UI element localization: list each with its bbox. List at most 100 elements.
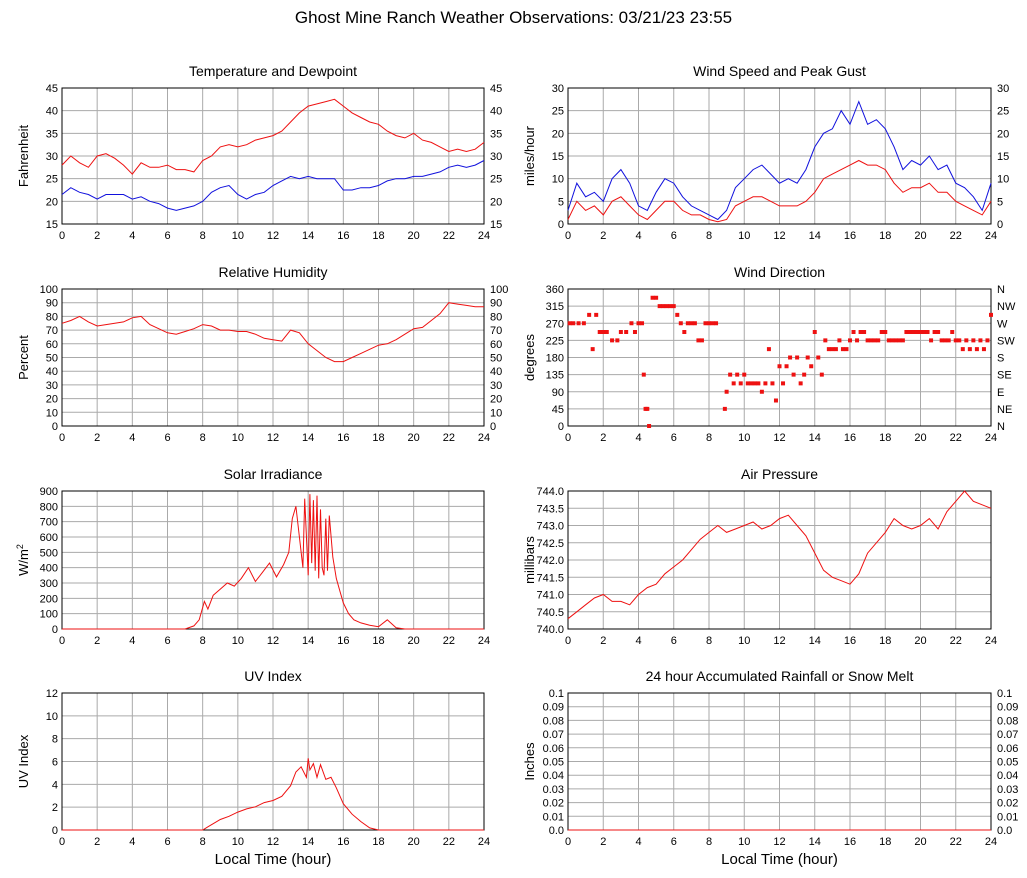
data-point xyxy=(763,381,768,386)
data-point xyxy=(865,338,870,343)
y-tick-label: 180 xyxy=(546,353,564,365)
y-tick-label: 0.01 xyxy=(543,811,564,823)
y-axis-label: millibars xyxy=(522,536,537,584)
series-line xyxy=(61,302,484,363)
y-tick-label: 35 xyxy=(46,128,58,140)
data-point xyxy=(594,312,599,317)
data-point xyxy=(939,338,944,343)
y-axis-label: Fahrenheit xyxy=(16,125,31,188)
data-point xyxy=(781,381,786,386)
data-point xyxy=(844,347,849,352)
data-point xyxy=(682,330,687,335)
data-point xyxy=(989,312,993,317)
y-tick-label: 741.0 xyxy=(536,590,564,602)
data-point xyxy=(624,330,629,335)
x-tick-label: 8 xyxy=(706,836,712,848)
data-point xyxy=(922,330,927,335)
data-point xyxy=(932,330,937,335)
data-point xyxy=(618,330,623,335)
x-tick-label: 4 xyxy=(129,836,135,848)
y-tick-label: 742.0 xyxy=(536,555,564,567)
x-tick-label: 12 xyxy=(773,635,785,647)
x-tick-label: 22 xyxy=(950,635,962,647)
y-tick-label: 0.05 xyxy=(543,757,564,769)
data-point xyxy=(689,321,694,326)
y-tick-label: 0 xyxy=(52,825,58,837)
y-tick-label: 0.08 xyxy=(543,715,564,727)
right-y-tick-label: SE xyxy=(997,370,1012,382)
x-tick-label: 2 xyxy=(600,230,606,242)
y-tick-label: 0 xyxy=(52,421,58,433)
plot-frame xyxy=(567,288,992,427)
data-point xyxy=(749,381,754,386)
y-tick-label: 30 xyxy=(46,151,58,163)
data-point xyxy=(967,347,972,352)
x-tick-label: 18 xyxy=(879,230,891,242)
y-tick-label: 400 xyxy=(40,563,58,575)
y-tick-label: 315 xyxy=(546,301,564,313)
plot-frame xyxy=(567,490,992,630)
data-point xyxy=(971,338,976,343)
data-point xyxy=(812,330,817,335)
right-y-tick-label: 25 xyxy=(997,106,1009,118)
x-tick-label: 2 xyxy=(94,836,100,848)
y-tick-label: 80 xyxy=(46,311,58,323)
y-tick-label: 0.1 xyxy=(549,688,564,700)
x-tick-label: 20 xyxy=(914,230,926,242)
right-y-tick-label: 0.06 xyxy=(997,743,1018,755)
x-tick-label: 10 xyxy=(232,432,244,444)
y-tick-label: 20 xyxy=(46,394,58,406)
x-tick-label: 12 xyxy=(267,635,279,647)
right-y-tick-label: 15 xyxy=(490,219,502,231)
x-tick-label: 2 xyxy=(94,432,100,444)
data-point xyxy=(805,355,810,360)
x-tick-label: 6 xyxy=(671,230,677,242)
data-point xyxy=(957,338,962,343)
data-point xyxy=(907,330,912,335)
x-tick-label: 22 xyxy=(443,230,455,242)
data-point xyxy=(664,304,669,309)
x-tick-label: 16 xyxy=(844,432,856,444)
data-point xyxy=(900,338,905,343)
data-point xyxy=(879,330,884,335)
data-point xyxy=(985,338,990,343)
data-point xyxy=(851,330,856,335)
x-tick-label: 4 xyxy=(635,432,641,444)
y-tick-label: 30 xyxy=(552,83,564,95)
x-tick-label: 18 xyxy=(879,432,891,444)
x-tick-label: 2 xyxy=(600,432,606,444)
x-tick-label: 24 xyxy=(478,432,490,444)
data-point xyxy=(604,330,609,335)
right-y-tick-label: 60 xyxy=(490,339,502,351)
x-tick-label: 16 xyxy=(844,230,856,242)
right-y-tick-label: NW xyxy=(997,301,1016,313)
data-point xyxy=(629,321,634,326)
x-tick-label: 12 xyxy=(773,230,785,242)
right-y-tick-label: 0 xyxy=(490,421,496,433)
x-tick-label: 2 xyxy=(94,230,100,242)
data-point xyxy=(802,372,807,377)
x-tick-label: 16 xyxy=(337,230,349,242)
x-axis-label: Local Time (hour) xyxy=(215,851,332,868)
x-tick-label: 16 xyxy=(844,635,856,647)
y-tick-label: 20 xyxy=(46,196,58,208)
chart-title: Wind Direction xyxy=(734,264,825,280)
data-point xyxy=(722,406,727,411)
data-point xyxy=(567,321,572,326)
x-tick-label: 14 xyxy=(809,836,821,848)
right-y-tick-label: 30 xyxy=(997,83,1009,95)
right-y-tick-label: N xyxy=(997,421,1005,433)
right-y-tick-label: 0.03 xyxy=(997,784,1018,796)
x-tick-label: 8 xyxy=(200,836,206,848)
x-tick-label: 6 xyxy=(164,635,170,647)
x-tick-label: 12 xyxy=(773,836,785,848)
y-axis-label: Percent xyxy=(16,335,31,380)
x-tick-label: 18 xyxy=(372,432,384,444)
chart-title: Relative Humidity xyxy=(219,264,328,280)
y-tick-label: 744.0 xyxy=(536,486,564,498)
data-point xyxy=(936,330,941,335)
y-tick-label: 900 xyxy=(40,486,58,498)
y-tick-label: 743.5 xyxy=(536,503,564,515)
y-tick-label: 8 xyxy=(52,734,58,746)
